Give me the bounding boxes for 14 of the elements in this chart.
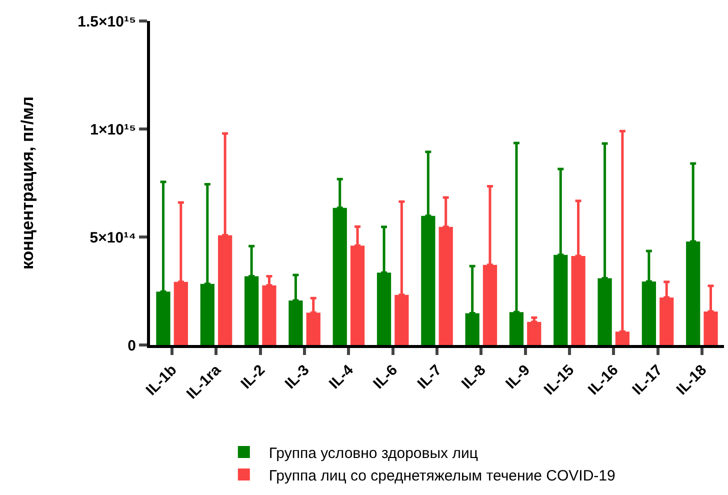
legend-label: Группа условно здоровых лиц [268, 444, 478, 462]
x-tick-label: IL-6 [370, 362, 401, 392]
x-tick-label: IL-8 [458, 362, 490, 392]
x-tick-label: IL-7 [414, 362, 446, 392]
y-tick-label: 1×10¹⁵ [90, 121, 136, 138]
x-tick-label: IL-4 [326, 361, 358, 392]
x-tick-label: IL-2 [238, 362, 269, 392]
y-axis-title: концентрация, пг/мл [18, 96, 38, 270]
y-tick-label: 5×10¹⁴ [90, 229, 136, 246]
x-tick-label: IL-9 [502, 362, 534, 392]
x-tick-label: IL-3 [282, 362, 313, 392]
y-tick-label: 1.5×10¹⁵ [78, 13, 136, 30]
y-tick-label: 0 [128, 337, 136, 354]
legend-label: Группа лиц со среднетяжелым течение COVID-19 [268, 467, 616, 484]
